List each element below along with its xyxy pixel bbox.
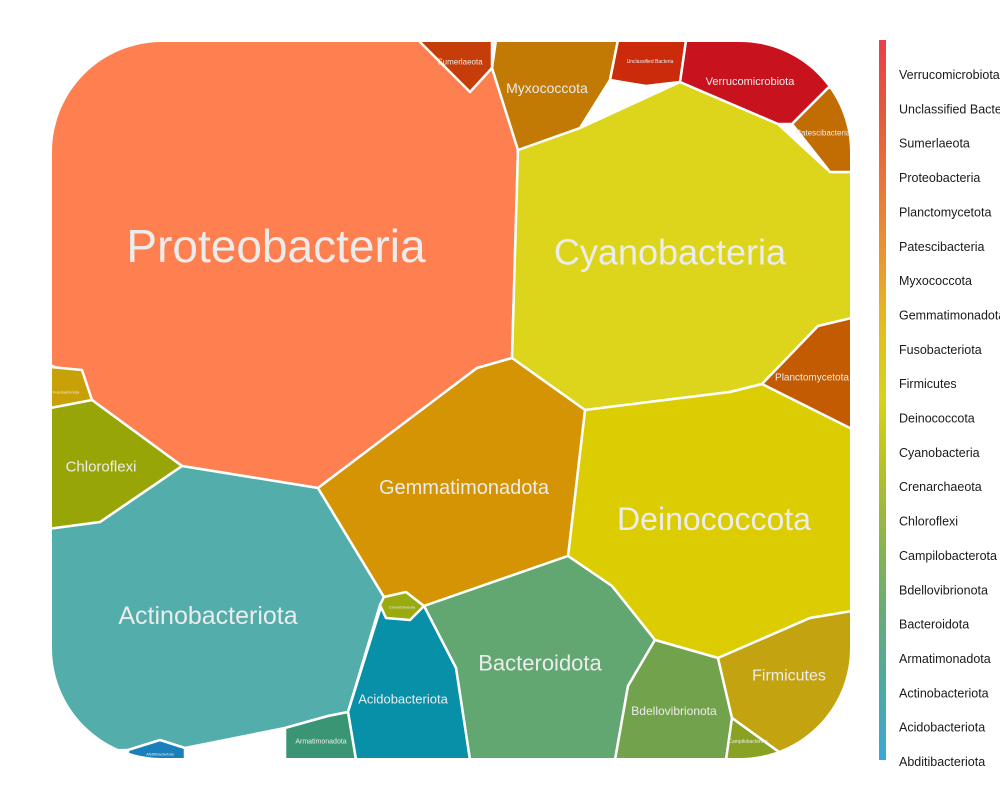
cell-label-actinobacteriota: Actinobacteriota bbox=[118, 602, 297, 630]
cell-label-patescibacteria: Patescibacteria bbox=[796, 129, 851, 138]
legend-entry-armatimonadota: Armatimonadota bbox=[899, 652, 991, 666]
cell-campilobacterota bbox=[724, 716, 792, 758]
cell-label-crenarchaeota: Crenarchaeota bbox=[389, 605, 416, 610]
cell-label-verrucomicrobiota: Verrucomicrobiota bbox=[706, 76, 796, 88]
cell-label-bacteroidota: Bacteroidota bbox=[478, 651, 602, 676]
cell-label-gemmatimonadota: Gemmatimonadota bbox=[379, 477, 550, 499]
cell-label-myxococcota: Myxococcota bbox=[506, 80, 588, 96]
legend-entry-sumerlaeota: Sumerlaeota bbox=[899, 137, 970, 151]
treemap-cells bbox=[52, 42, 850, 758]
legend-entry-planctomycetota: Planctomycetota bbox=[899, 205, 991, 219]
cell-label-bdellovibrionota: Bdellovibrionota bbox=[631, 704, 717, 718]
cell-label-cyanobacteria: Cyanobacteria bbox=[554, 232, 787, 273]
cell-abditibacteriota bbox=[126, 738, 187, 758]
legend-entry-verrucomicrobiota: Verrucomicrobiota bbox=[899, 68, 1000, 82]
cell-label-fusobacteriota: Fusobacteriota bbox=[53, 390, 80, 395]
legend-entry-patescibacteria: Patescibacteria bbox=[899, 240, 985, 254]
cell-crenarchaeota bbox=[378, 590, 426, 622]
legend-entry-fusobacteriota: Fusobacteriota bbox=[899, 343, 982, 357]
cell-planctomycetota bbox=[760, 314, 850, 434]
legend-entry-firmicutes: Firmicutes bbox=[899, 377, 957, 391]
legend-entry-actinobacteriota: Actinobacteriota bbox=[899, 686, 989, 700]
legend-entry-cyanobacteria: Cyanobacteria bbox=[899, 446, 980, 460]
legend-entry-myxococcota: Myxococcota bbox=[899, 274, 972, 288]
legend-entry-bacteroidota: Bacteroidota bbox=[899, 618, 969, 632]
legend-entry-bdellovibrionota: Bdellovibrionota bbox=[899, 583, 988, 597]
cell-label-firmicutes: Firmicutes bbox=[752, 668, 826, 685]
cell-label-abditibacteriota: Abditibacteriota bbox=[146, 752, 174, 757]
legend-entry-unclassified-bacteria: Unclassified Bacteria bbox=[899, 102, 1000, 116]
legend-entry-campilobacterota: Campilobacterota bbox=[899, 549, 997, 563]
cell-label-unclassified-bacteria: Unclassified Bacteria bbox=[627, 59, 674, 65]
cell-unclassified-bacteria bbox=[608, 42, 688, 88]
legend-entry-chloroflexi: Chloroflexi bbox=[899, 515, 958, 529]
cell-label-acidobacteriota: Acidobacteriota bbox=[358, 692, 448, 707]
cell-label-chloroflexi: Chloroflexi bbox=[66, 459, 137, 476]
cell-label-proteobacteria: Proteobacteria bbox=[126, 220, 426, 272]
cell-sumerlaeota bbox=[418, 42, 494, 94]
cell-label-planctomycetota: Planctomycetota bbox=[775, 373, 849, 384]
cell-label-campilobacterota: Campilobacterota bbox=[728, 739, 767, 745]
cell-armatimonadota bbox=[283, 710, 358, 758]
legend-colorbar bbox=[879, 40, 886, 760]
treemap-labels: Proteobacteria Cyanobacteria Deinococcota A… bbox=[53, 58, 851, 757]
cell-label-sumerlaeota: Sumerlaeota bbox=[437, 58, 483, 67]
legend-entry-deinococcota: Deinococcota bbox=[899, 412, 975, 426]
legend-entry-acidobacteriota: Acidobacteriota bbox=[899, 721, 985, 735]
legend-entry-abditibacteriota: Abditibacteriota bbox=[899, 755, 985, 769]
legend-entry-crenarchaeota: Crenarchaeota bbox=[899, 480, 982, 494]
legend: Verrucomicrobiota Unclassified Bacteria Su… bbox=[879, 40, 1000, 769]
cell-fusobacteriota bbox=[52, 364, 94, 412]
legend-entry-proteobacteria: Proteobacteria bbox=[899, 171, 980, 185]
legend-entry-gemmatimonadota: Gemmatimonadota bbox=[899, 308, 1000, 322]
cell-label-deinococcota: Deinococcota bbox=[617, 501, 811, 537]
cell-label-armatimonadota: Armatimonadota bbox=[295, 739, 346, 746]
